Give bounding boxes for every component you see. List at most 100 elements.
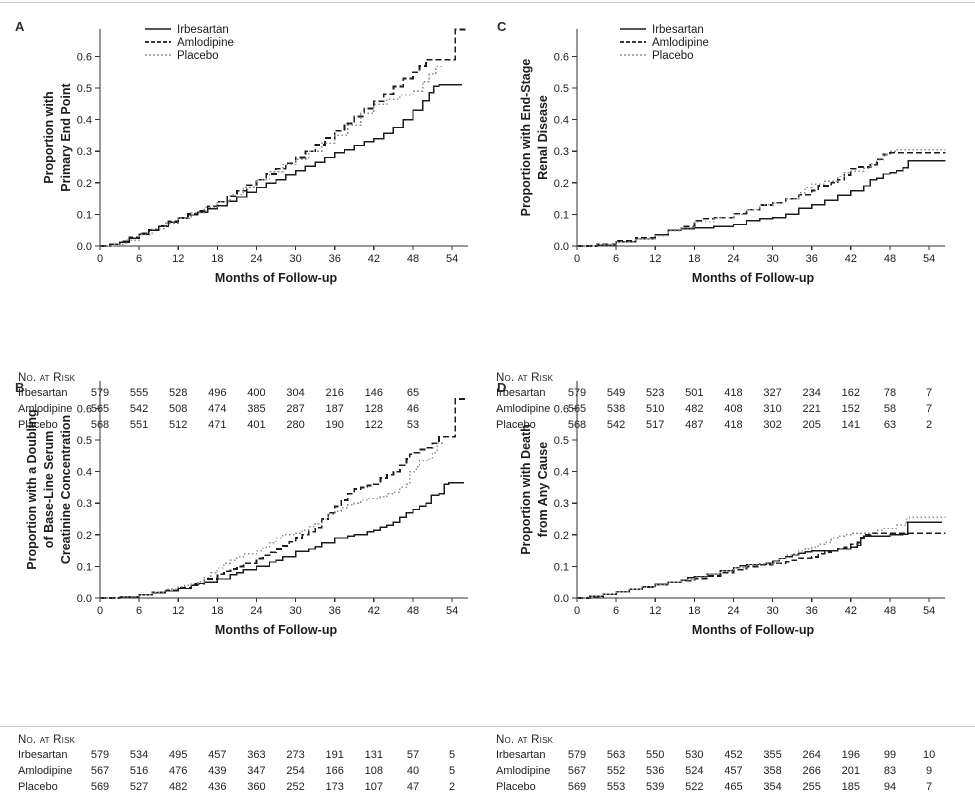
panel-c-letter: C xyxy=(497,19,507,34)
axes xyxy=(572,381,945,602)
x-tick-label: 42 xyxy=(368,253,380,265)
risk-value: 567 xyxy=(90,765,110,777)
risk-table-header: No. at Risk xyxy=(18,372,76,384)
panel-b-svg: 0 6 12 18 24 30 36 42 48 54 0.0 0.1 0.2 0.3 0.4 0.5 0.6 M… xyxy=(25,381,468,637)
risk-value: 360 xyxy=(247,781,266,793)
risk-value: 355 xyxy=(763,749,782,761)
panel-c-chart: 0 6 12 18 24 30 36 42 48 54 0.0 0.1 0.2 0.3 0.4 0.5 0.6 M… xyxy=(487,3,975,292)
risk-value: 539 xyxy=(646,781,665,793)
risk-value: 327 xyxy=(763,387,782,399)
risk-value: 418 xyxy=(724,387,743,399)
legend-label-irbesartan: Irbesartan xyxy=(652,24,704,36)
risk-value: 528 xyxy=(169,387,188,399)
risk-table-header: No. at Risk xyxy=(18,734,76,746)
risk-value: 201 xyxy=(841,765,861,777)
y-tick-label: 0.2 xyxy=(77,530,92,542)
y-axis-title-line: Proportion with End-Stage xyxy=(519,59,533,217)
risk-value: 141 xyxy=(841,419,861,431)
y-axis-title-line: Primary End Point xyxy=(59,82,73,191)
x-axis-title: Months of Follow-up xyxy=(692,623,815,637)
risk-value: 234 xyxy=(802,387,821,399)
risk-value: 439 xyxy=(208,765,227,777)
legend-label-amlodipine: Amlodipine xyxy=(652,37,709,49)
curve-amlodipine xyxy=(577,532,946,599)
bottom-rule xyxy=(0,726,975,727)
panel-d-letter: D xyxy=(497,380,507,395)
y-tick-label: 0.2 xyxy=(554,530,569,542)
risk-value: 569 xyxy=(567,781,587,793)
y-tick-label: 0.5 xyxy=(77,83,92,95)
risk-value: 9 xyxy=(926,765,933,777)
panel-d: D 0 6 12 18 24 30 36 42 48 54 0.0 0.1 0.2 0.3 0.4 0.5 0.… xyxy=(487,364,975,793)
risk-value: 517 xyxy=(646,419,665,431)
risk-value: 252 xyxy=(286,781,305,793)
risk-value: 131 xyxy=(364,749,384,761)
risk-value: 408 xyxy=(724,403,743,415)
x-tick-label: 42 xyxy=(845,253,857,265)
risk-value: 57 xyxy=(406,749,420,761)
risk-value: 5 xyxy=(449,749,456,761)
y-tick-label: 0.0 xyxy=(77,241,92,253)
risk-value: 7 xyxy=(926,781,933,793)
x-tick-label: 36 xyxy=(806,605,818,617)
risk-value: 302 xyxy=(763,419,782,431)
x-tick-label: 18 xyxy=(211,253,223,265)
risk-value: 46 xyxy=(406,403,420,415)
risk-value: 452 xyxy=(724,749,743,761)
x-tick-label: 24 xyxy=(727,253,739,265)
y-tick-label: 0.0 xyxy=(554,593,569,605)
risk-row-label-irbesartan: Irbesartan xyxy=(496,387,546,399)
risk-value: 457 xyxy=(208,749,227,761)
risk-value: 496 xyxy=(208,387,227,399)
risk-value: 128 xyxy=(364,403,384,415)
x-tick-label: 6 xyxy=(613,605,619,617)
risk-value: 78 xyxy=(883,387,897,399)
risk-value: 495 xyxy=(169,749,188,761)
x-tick-label: 42 xyxy=(845,605,857,617)
y-tick-label: 0.3 xyxy=(554,146,569,158)
risk-value: 385 xyxy=(247,403,266,415)
x-tick-label: 24 xyxy=(250,605,262,617)
risk-value: 510 xyxy=(646,403,665,415)
risk-value: 162 xyxy=(841,387,861,399)
risk-row-label-amlodipine: Amlodipine xyxy=(18,765,73,777)
risk-row-label-amlodipine: Amlodipine xyxy=(496,403,551,415)
axes xyxy=(95,381,468,602)
curve-placebo xyxy=(100,442,444,599)
risk-value: 512 xyxy=(169,419,188,431)
curve-placebo xyxy=(100,65,444,247)
risk-value: 534 xyxy=(129,749,149,761)
y-tick-label: 0.2 xyxy=(554,178,569,190)
risk-value: 550 xyxy=(646,749,665,761)
risk-value: 7 xyxy=(926,387,933,399)
x-tick-label: 30 xyxy=(766,605,778,617)
x-tick-label: 12 xyxy=(172,253,184,265)
risk-value: 474 xyxy=(208,403,227,415)
x-axis-title: Months of Follow-up xyxy=(692,271,815,285)
y-tick-label: 0.6 xyxy=(554,51,569,63)
risk-value: 465 xyxy=(724,781,743,793)
risk-value: 185 xyxy=(841,781,861,793)
risk-value: 5 xyxy=(449,765,456,777)
y-tick-label: 0.3 xyxy=(554,498,569,510)
risk-value: 122 xyxy=(364,419,384,431)
risk-value: 579 xyxy=(90,749,110,761)
y-axis-title-line: Creatinine Concentration xyxy=(59,415,73,564)
y-axis-title-line: Proportion with Death xyxy=(519,424,533,555)
legend-label-amlodipine: Amlodipine xyxy=(177,37,234,49)
figure-grid: A 0 6 12 18 24 30 36 42 48 54 0.0 0.1 0.2 0.3 0.4 0.5 0.… xyxy=(0,3,975,793)
panel-d-chart: 0 6 12 18 24 30 36 42 48 54 0.0 0.1 0.2 0.3 0.4 0.5 0.6 M… xyxy=(487,364,975,643)
y-tick-label: 0.5 xyxy=(77,435,92,447)
risk-value: 107 xyxy=(364,781,384,793)
y-axis-title-line: Proportion with xyxy=(42,91,56,183)
risk-value: 579 xyxy=(567,749,587,761)
y-tick-label: 0.1 xyxy=(77,561,92,573)
panel-c-svg: 0 6 12 18 24 30 36 42 48 54 0.0 0.1 0.2 0.3 0.4 0.5 0.6 M… xyxy=(519,24,946,285)
risk-value: 358 xyxy=(763,765,782,777)
risk-value: 363 xyxy=(247,749,266,761)
x-tick-label: 42 xyxy=(368,605,380,617)
risk-value: 555 xyxy=(129,387,149,399)
y-tick-label: 0.1 xyxy=(554,209,569,221)
risk-value: 146 xyxy=(364,387,384,399)
